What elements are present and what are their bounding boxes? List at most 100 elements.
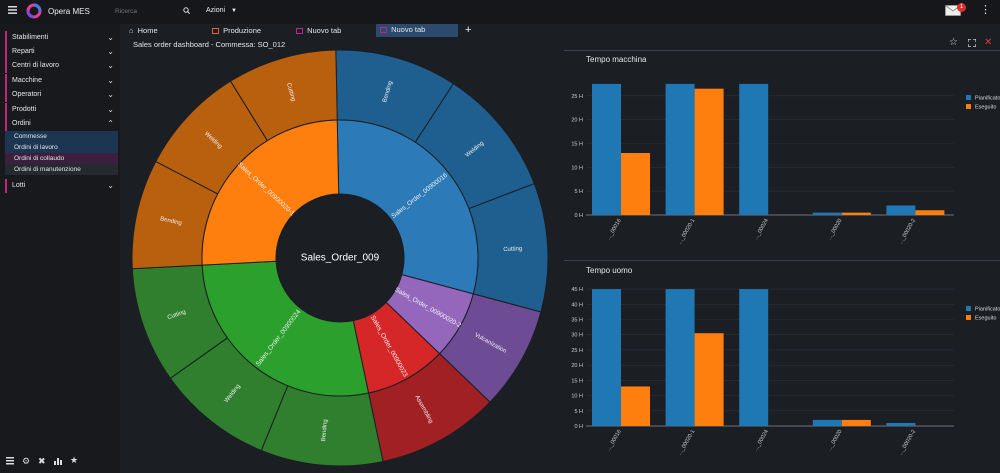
- bar[interactable]: [812, 212, 842, 215]
- legend-swatch: [966, 306, 971, 311]
- sidebar-item-prodotti[interactable]: Prodotti ⌄: [5, 103, 117, 117]
- x-tick-label: ..._00020-2: [898, 218, 917, 245]
- sidebar-item-stabilimenti[interactable]: Stabilimenti ⌄: [5, 31, 117, 45]
- y-tick-label: 45 H: [571, 287, 583, 293]
- settings-icon[interactable]: ⚙: [22, 456, 31, 466]
- y-tick-label: 10 H: [571, 394, 583, 400]
- sidebar-item-label: Operatori: [12, 91, 42, 98]
- sunburst-center-label: Sales_Order_009: [301, 253, 380, 264]
- tab-produzione[interactable]: Produzione: [212, 25, 261, 37]
- tab-home[interactable]: ⌂ Home: [129, 25, 158, 37]
- bar[interactable]: [841, 212, 871, 215]
- sidebar-item-ordini[interactable]: Ordini ⌃: [5, 117, 117, 131]
- legend-label[interactable]: Pianificato: [975, 307, 1000, 313]
- y-tick-label: 10 H: [571, 165, 583, 171]
- bar[interactable]: [665, 83, 695, 215]
- sidebar-item-centri-di-lavoro[interactable]: Centri di lavoro ⌄: [5, 59, 117, 73]
- y-tick-label: 40 H: [571, 302, 583, 308]
- panel-top-divider: [564, 50, 1000, 51]
- chevron-down-icon: ⌄: [107, 61, 114, 70]
- x-tick-label: ..._00020: [827, 429, 844, 452]
- tab-nuovo-tab-1[interactable]: Nuovo tab: [296, 25, 341, 37]
- more-options-icon[interactable]: ⋮: [980, 4, 991, 16]
- chart-title: Tempo macchina: [586, 55, 647, 64]
- sidebar-item-reparti[interactable]: Reparti ⌄: [5, 45, 117, 59]
- inner-segment[interactable]: [336, 119, 479, 295]
- tempo-macchina-chart: Tempo macchina 0 H 5 H 10 H 15 H 20 H 25 H ..._…: [571, 55, 1000, 245]
- y-tick-label: 0 H: [574, 424, 583, 430]
- submenu-item-label: Ordini di lavoro: [14, 144, 58, 151]
- y-tick-label: 20 H: [571, 363, 583, 369]
- y-tick-label: 30 H: [571, 333, 583, 339]
- bar[interactable]: [812, 419, 842, 426]
- chevron-down-icon: ⌄: [107, 105, 114, 114]
- sidebar-item-label: Prodotti: [12, 106, 37, 113]
- bar[interactable]: [592, 83, 621, 215]
- top-bar: Opera MES Azioni ▼ 1 ⋮: [0, 0, 1000, 24]
- sidebar-item-operatori[interactable]: Operatori ⌄: [5, 88, 117, 102]
- submenu-item-ordini-di-lavoro[interactable]: Ordini di lavoro: [5, 142, 118, 153]
- bar[interactable]: [886, 205, 916, 215]
- tab-icon: [296, 28, 303, 34]
- search-icon[interactable]: [183, 7, 190, 16]
- chart-divider: [564, 260, 1000, 261]
- bar[interactable]: [841, 419, 871, 426]
- favorite-star-icon[interactable]: ☆: [949, 37, 958, 48]
- tools-icon[interactable]: ✖: [38, 456, 46, 466]
- legend-swatch: [966, 315, 971, 320]
- legend-swatch: [966, 95, 971, 100]
- chevron-down-icon: ⌄: [107, 33, 114, 42]
- sidebar-item-lotti[interactable]: Lotti ⌄: [5, 179, 117, 193]
- submenu-item-ordini-di-manutenzione[interactable]: Ordini di manutenzione: [5, 164, 118, 175]
- home-icon: ⌂: [129, 26, 134, 35]
- sidebar-item-label: Ordini: [12, 120, 31, 127]
- bar[interactable]: [592, 289, 621, 426]
- legend-label[interactable]: Pianificato: [975, 96, 1000, 102]
- search-input[interactable]: [113, 5, 197, 17]
- bar[interactable]: [665, 289, 695, 426]
- tab-nuovo-tab-2[interactable]: Nuovo tab: [376, 24, 458, 37]
- actions-menu[interactable]: Azioni ▼: [206, 7, 237, 14]
- add-tab-button[interactable]: +: [465, 24, 472, 36]
- bar[interactable]: [694, 88, 724, 215]
- sidebar-item-macchine[interactable]: Macchine ⌄: [5, 74, 117, 88]
- x-tick-label: ..._00016: [606, 429, 623, 452]
- chart-icon[interactable]: [54, 457, 63, 467]
- hamburger-menu-icon[interactable]: [8, 6, 17, 14]
- sunburst-center: [277, 195, 403, 321]
- x-tick-label: ..._00020-1: [677, 429, 696, 456]
- inner-segment[interactable]: [201, 119, 340, 266]
- legend-swatch: [966, 104, 971, 109]
- fullscreen-icon[interactable]: [967, 38, 977, 49]
- bar[interactable]: [739, 83, 769, 215]
- submenu-item-ordini-di-collaudo[interactable]: Ordini di collaudo: [5, 153, 118, 164]
- sidebar-item-label: Lotti: [12, 182, 26, 189]
- chevron-up-icon: ⌃: [107, 119, 114, 128]
- app-name: Opera MES: [48, 7, 90, 16]
- calendar-icon: [212, 28, 219, 34]
- y-tick-label: 25 H: [571, 94, 583, 100]
- tab-icon: [380, 27, 387, 33]
- sunburst-chart: BendingWeldingCuttingVulcanizationAssemb…: [131, 49, 549, 467]
- legend-label[interactable]: Eseguito: [975, 105, 996, 111]
- close-icon[interactable]: ✕: [984, 37, 993, 48]
- sidebar-item-label: Centri di lavoro: [12, 62, 60, 69]
- dashboard-title: Sales order dashboard - Commessa: SO_012: [133, 40, 286, 49]
- list-icon[interactable]: [6, 457, 14, 467]
- x-tick-label: ..._00020-2: [898, 429, 917, 456]
- x-tick-label: ..._00016: [606, 218, 623, 241]
- favorites-star-icon[interactable]: ★: [70, 455, 79, 465]
- y-tick-label: 15 H: [571, 142, 583, 148]
- outer-segment-label: Cutting: [503, 246, 522, 253]
- bar[interactable]: [621, 386, 650, 426]
- y-tick-label: 15 H: [571, 378, 583, 384]
- bar[interactable]: [886, 422, 916, 426]
- bar[interactable]: [915, 210, 945, 215]
- bar[interactable]: [739, 289, 769, 426]
- bar[interactable]: [694, 333, 724, 426]
- inner-segment[interactable]: [201, 260, 370, 397]
- bar[interactable]: [621, 153, 650, 215]
- submenu-item-commesse[interactable]: Commesse: [5, 131, 118, 142]
- caret-down-icon: ▼: [231, 8, 237, 14]
- legend-label[interactable]: Eseguito: [975, 316, 996, 322]
